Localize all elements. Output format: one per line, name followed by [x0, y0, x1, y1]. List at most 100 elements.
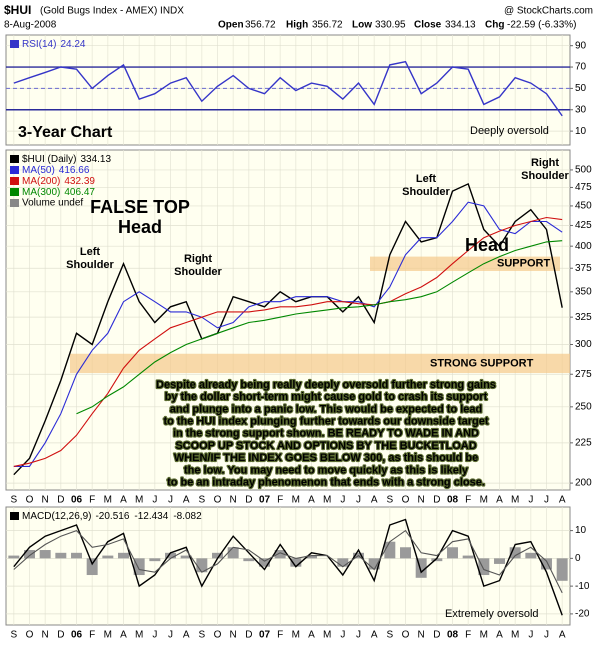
x-tick-label: A	[308, 630, 315, 641]
annotation: Head	[465, 235, 509, 255]
annotation: WHEN/IF THE INDEX GOES BELOW 300, as thi…	[174, 452, 478, 464]
histogram-bar	[86, 558, 98, 576]
x-tick-label: S	[198, 495, 205, 506]
annotation: Shoulder	[66, 259, 114, 271]
x-tick-label: S	[10, 495, 17, 506]
y-tick-label: 250	[575, 401, 592, 412]
y-tick-label: 400	[575, 241, 592, 252]
x-tick-label: F	[89, 630, 95, 641]
x-tick-label: A	[183, 630, 190, 641]
annotation: 3-Year Chart	[18, 124, 113, 141]
annotation: Head	[118, 217, 162, 237]
legend-entry: MACD(12,26,9) -20.516 -12.434 -8.082	[22, 511, 202, 522]
series-line	[76, 240, 563, 415]
x-tick-label: M	[323, 630, 331, 641]
histogram-bar	[368, 558, 380, 570]
annotation: Shoulder	[402, 186, 450, 198]
high-label: High	[286, 20, 308, 31]
legend-value: -20.516	[95, 511, 129, 522]
x-tick-label: O	[26, 495, 34, 506]
panel	[5, 506, 571, 626]
x-tick-label: F	[465, 495, 471, 506]
histogram-bar	[431, 558, 443, 562]
x-tick-label: O	[214, 495, 222, 506]
chg: -22.59 (-6.33%)	[507, 20, 576, 31]
histogram-bar	[274, 550, 286, 559]
annotation: by the dollar short-term might cause gol…	[165, 391, 488, 403]
x-tick-label: N	[418, 630, 425, 641]
series-line	[13, 216, 563, 467]
legend-entry: MA(300) 406.47	[22, 187, 95, 198]
x-tick-label: A	[559, 495, 566, 506]
histogram-bar	[384, 541, 396, 559]
legend-swatch	[10, 199, 19, 207]
histogram-bar	[212, 552, 223, 559]
open: 356.72	[245, 20, 276, 31]
annotation: in the strong support shown. BE READY TO…	[173, 428, 479, 440]
annotation: SCOOP UP STOCK AND OPTIONS BY THE BUCKET…	[175, 440, 476, 452]
x-tick-label: 07	[259, 630, 271, 641]
y-tick-label: 50	[575, 83, 587, 94]
credit: @ StockCharts.com	[504, 6, 593, 17]
x-tick-label: J	[544, 630, 549, 641]
x-tick-label: S	[386, 630, 393, 641]
legend-value: -8.082	[173, 511, 202, 522]
x-tick-label: J	[340, 630, 345, 641]
y-tick-label: 500	[575, 165, 592, 176]
chg-label: Chg	[485, 20, 504, 31]
x-tick-label: N	[42, 495, 49, 506]
x-tick-label: 08	[447, 495, 459, 506]
legend-value: -12.434	[134, 511, 168, 522]
x-tick-label: D	[57, 630, 64, 641]
x-tick-label: M	[511, 630, 519, 641]
legend-swatch	[10, 188, 19, 196]
series-line	[13, 201, 563, 467]
histogram-bar	[400, 547, 411, 559]
annotation: to be an intraday phenomenon that ends w…	[167, 477, 485, 489]
x-tick-label: J	[528, 630, 533, 641]
low-label: Low	[352, 20, 372, 31]
histogram-bar	[39, 550, 51, 559]
legend-entry: $HUI (Daily) 334.13	[22, 154, 111, 165]
legend-name: MACD(12,26,9)	[22, 511, 91, 522]
y-tick-label: 375	[575, 263, 592, 274]
histogram-bar	[102, 555, 114, 559]
x-tick-label: J	[152, 630, 157, 641]
histogram-bar	[71, 552, 82, 559]
x-tick-label: A	[371, 630, 378, 641]
x-tick-label: A	[371, 495, 378, 506]
histogram-bar	[478, 558, 490, 576]
band-label: SUPPORT	[497, 258, 550, 270]
y-tick-label: 350	[575, 286, 592, 297]
x-tick-label: A	[120, 495, 127, 506]
x-tick-label: D	[57, 495, 64, 506]
y-tick-label: 300	[575, 339, 592, 350]
x-tick-label: N	[230, 495, 237, 506]
x-tick-label: M	[292, 495, 300, 506]
x-tick-label: M	[104, 495, 112, 506]
legend-value: 334.13	[80, 154, 111, 165]
legend-value: 24.24	[60, 39, 85, 50]
x-tick-label: 08	[447, 630, 459, 641]
y-tick-label: 225	[575, 437, 592, 448]
legend-name: MA(50)	[22, 165, 55, 176]
legend-value: 416.66	[59, 165, 90, 176]
annotation: to the HUI index plunging further toward…	[163, 416, 488, 428]
x-tick-label: 07	[259, 495, 271, 506]
x-tick-label: A	[559, 630, 566, 641]
annotation: Shoulder	[521, 170, 569, 182]
legend-value: 406.47	[64, 187, 95, 198]
legend-name: RSI(14)	[22, 39, 56, 50]
y-tick-label: 475	[575, 182, 592, 193]
close: 334.13	[445, 20, 476, 31]
x-tick-label: O	[214, 630, 222, 641]
x-tick-label: F	[277, 630, 283, 641]
legend-name: $HUI (Daily)	[22, 154, 76, 165]
y-tick-label: 325	[575, 312, 592, 323]
series-line	[13, 529, 563, 594]
x-tick-label: D	[245, 495, 252, 506]
x-tick-label: F	[277, 495, 283, 506]
legend-entry: MA(200) 432.39	[22, 176, 95, 187]
histogram-bar	[415, 558, 427, 578]
